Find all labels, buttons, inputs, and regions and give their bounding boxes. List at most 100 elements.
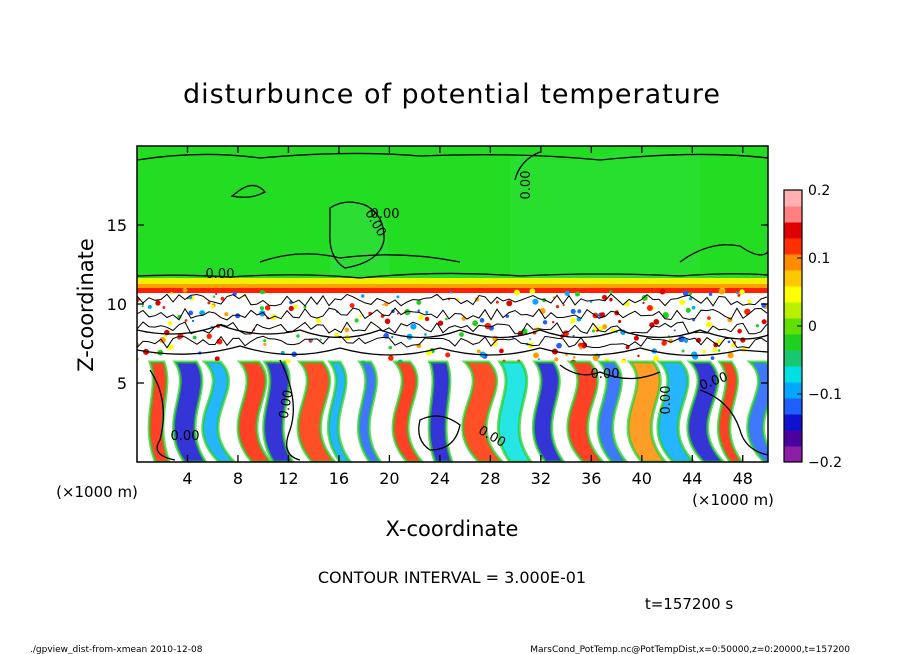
noise-dot: [450, 291, 453, 294]
plume: [238, 362, 271, 462]
noise-dot: [577, 309, 582, 314]
noise-dot: [653, 318, 660, 325]
contour-label: 0.00: [659, 386, 674, 415]
noise-dot: [572, 334, 575, 337]
colorbar: 0.2 0.1 0 −0.1 −0.2: [783, 183, 842, 471]
noise-dot: [556, 342, 562, 349]
contour-line: [149, 369, 176, 461]
contour-interval: CONTOUR INTERVAL = 3.000E-01: [318, 568, 586, 587]
noise-dot: [593, 325, 598, 331]
noise-dot: [591, 329, 596, 333]
noise-dot: [506, 300, 513, 307]
x-tick-label: 20: [379, 469, 399, 488]
noise-dot: [712, 347, 718, 353]
x-tick-label: 8: [233, 469, 243, 488]
contour-line: [259, 253, 461, 263]
noise-dot: [659, 288, 666, 295]
plume-edge: [566, 360, 605, 462]
noise-dot: [384, 318, 391, 325]
noise-dot: [673, 329, 676, 332]
noise-dot: [141, 305, 144, 308]
contour-lines: [137, 151, 768, 461]
colorbar-swatch: [784, 190, 802, 207]
noise-dot: [710, 356, 715, 360]
noise-dot: [713, 342, 719, 348]
x-tick-label: 12: [278, 469, 298, 488]
plume: [747, 362, 768, 462]
plume-edge: [656, 360, 696, 462]
noise-dot: [562, 304, 565, 307]
noise-dot: [708, 292, 713, 296]
plume-edge: [201, 360, 237, 462]
x-tick-label: 32: [531, 469, 551, 488]
noise-dot: [214, 356, 220, 362]
plume-edge: [496, 360, 533, 462]
x-tick-label: 4: [182, 469, 192, 488]
plume-edge: [626, 360, 668, 462]
noise-dot: [188, 310, 194, 316]
noise-dot: [542, 320, 548, 325]
noise-dot: [688, 297, 693, 301]
noise-dot: [727, 340, 731, 344]
noise-dot: [263, 342, 267, 346]
plume-edge: [326, 360, 353, 462]
contour-line: [679, 244, 768, 263]
noise-dot: [382, 303, 385, 306]
x-tick-label: 36: [581, 469, 601, 488]
noise-dot: [495, 300, 499, 304]
noise-dot: [532, 298, 539, 305]
noise-dot: [685, 307, 691, 313]
noise-dot: [702, 349, 706, 354]
plume-edge: [296, 360, 337, 462]
noise-dot: [191, 319, 195, 323]
plume-edge: [596, 360, 629, 462]
noise-dot: [404, 309, 411, 316]
noise-dot: [167, 320, 173, 326]
noise-dot: [537, 358, 540, 361]
colorbar-tick-label: 0.1: [808, 251, 830, 267]
colorbar-swatch: [784, 238, 802, 255]
noise-dot: [349, 303, 355, 308]
noise-dot: [572, 355, 576, 359]
colorbar-swatch: [784, 334, 802, 351]
noise-dot: [600, 312, 606, 318]
noise-dot: [609, 297, 613, 302]
noise-dot: [264, 305, 271, 311]
noise-dot: [155, 300, 161, 306]
noise-dot: [707, 316, 711, 320]
plume: [173, 362, 206, 462]
noise-dot: [220, 296, 225, 301]
noise-dot: [727, 352, 734, 359]
noise-dot: [476, 349, 481, 354]
colorbar-swatch: [784, 350, 802, 367]
contour-line: [279, 359, 301, 461]
noise-dot: [574, 291, 580, 297]
contour-line: [137, 307, 768, 321]
noise-dot: [625, 345, 630, 350]
noise-dot: [260, 290, 265, 295]
noise-dot: [263, 339, 267, 343]
contour-line: [137, 272, 768, 279]
x-tick-label: 44: [682, 469, 702, 488]
noise-dot: [718, 288, 725, 295]
convective-plumes: [147, 360, 768, 462]
noise-dot: [602, 324, 608, 330]
noise-dot: [147, 304, 152, 309]
noise-dot: [210, 304, 215, 309]
footer-right: MarsCond_PotTemp.nc@PotTempDist,x=0:5000…: [530, 645, 850, 654]
noise-dot: [334, 332, 339, 338]
noise-dot: [570, 308, 576, 314]
noise-dot: [344, 327, 350, 333]
noise-dot: [170, 292, 173, 295]
noise-dot: [717, 339, 722, 345]
noise-dot: [747, 299, 752, 304]
noise-dot: [609, 290, 613, 294]
noise-dot: [459, 332, 464, 337]
noise-dot: [577, 342, 583, 348]
plume: [598, 362, 627, 462]
noise-dot: [505, 314, 510, 319]
noise-dot: [642, 301, 645, 304]
noise-dot: [679, 299, 686, 306]
x-unit-label: (×1000 m): [692, 491, 774, 509]
contour-line: [137, 321, 768, 335]
